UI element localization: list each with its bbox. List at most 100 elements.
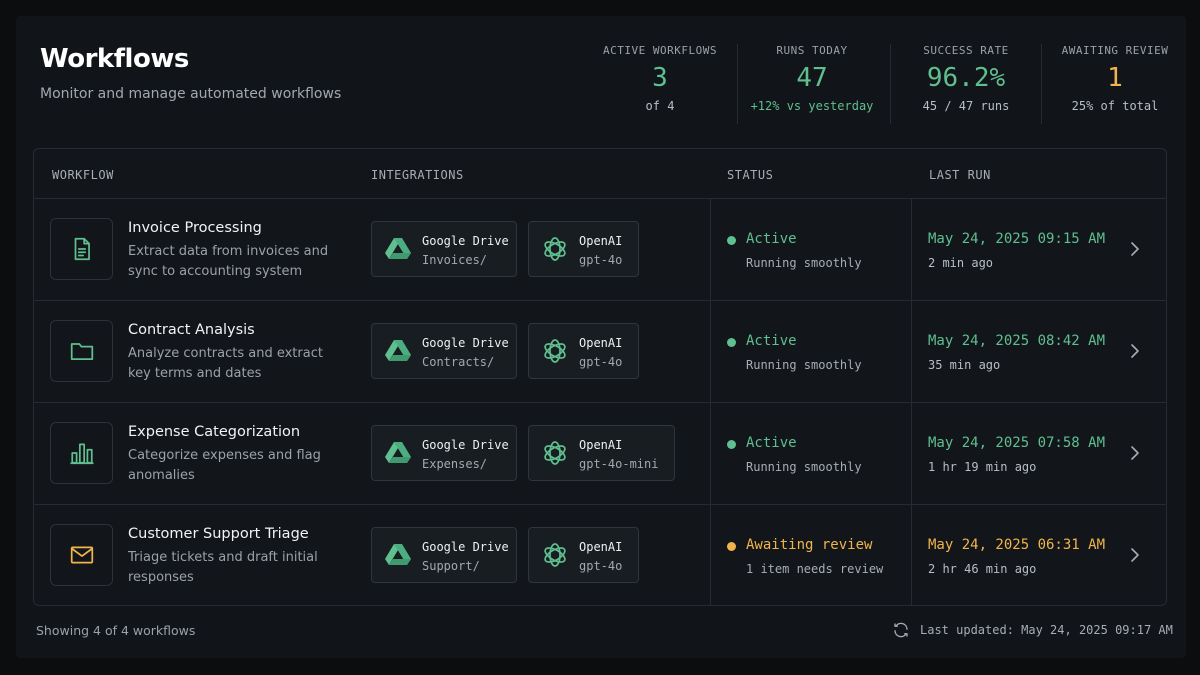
stat-active-workflows: ACTIVE WORKFLOWS 3 of 4	[600, 44, 720, 124]
stat-sub: 45 / 47 runs	[922, 99, 1010, 113]
bar-chart-icon	[69, 443, 94, 465]
google-drive-icon	[385, 442, 411, 463]
status-detail: 1 item needs review	[746, 562, 884, 576]
folder-icon	[70, 343, 93, 360]
last-run-ago: 1 hr 19 min ago	[928, 460, 1037, 474]
openai-icon	[544, 441, 566, 465]
workflow-icon-box	[50, 320, 113, 382]
integration-name: OpenAI	[579, 336, 623, 350]
last-run-time: May 24, 2025 07:58 AM	[928, 435, 1106, 451]
workflow-icon-box	[50, 422, 113, 484]
last-updated-text: Last updated: May 24, 2025 09:17 AM	[920, 623, 1173, 637]
google-drive-icon	[385, 340, 411, 361]
pagination-summary: Showing 4 of 4 workflows	[36, 623, 196, 638]
table-header: WORKFLOW INTEGRATIONS STATUS LAST RUN	[34, 149, 1166, 199]
integration-detail: gpt-4o-mini	[579, 457, 659, 471]
integration-name: Google Drive	[422, 336, 509, 350]
chevron-right-icon[interactable]	[1128, 341, 1142, 361]
last-run-ago: 2 min ago	[928, 256, 994, 270]
table-row[interactable]: Contract Analysis Analyze contracts and …	[34, 301, 1166, 403]
table-row[interactable]: Expense Categorization Categorize expens…	[34, 403, 1166, 505]
column-header-last-run: LAST RUN	[929, 168, 991, 182]
stat-sub: +12% vs yesterday	[750, 99, 874, 113]
openai-icon	[544, 237, 566, 261]
integration-chip-openai[interactable]: OpenAI gpt-4o	[528, 323, 639, 379]
stat-divider	[890, 44, 891, 124]
table-row[interactable]: Invoice Processing Extract data from inv…	[34, 199, 1166, 301]
document-icon	[74, 237, 90, 261]
stat-label: RUNS TODAY	[776, 44, 848, 57]
stat-success-rate: SUCCESS RATE 96.2% 45 / 47 runs	[896, 44, 1036, 124]
workflow-description: Categorize expenses and flag anomalies	[128, 448, 321, 483]
stat-value: 47	[796, 63, 828, 93]
integration-name: OpenAI	[579, 438, 623, 452]
integration-chip-google-drive[interactable]: Google Drive Invoices/	[371, 221, 517, 277]
last-run-ago: 35 min ago	[928, 358, 1001, 372]
workflow-name: Customer Support Triage	[128, 526, 309, 542]
status-dot	[727, 542, 736, 551]
integration-detail: Contracts/	[422, 355, 495, 369]
last-run-ago: 2 hr 46 min ago	[928, 562, 1037, 576]
stat-awaiting-review: AWAITING REVIEW 1 25% of total	[1053, 44, 1177, 124]
stat-value: 1	[1107, 63, 1123, 93]
column-header-integrations: INTEGRATIONS	[371, 168, 464, 182]
integration-chip-openai[interactable]: OpenAI gpt-4o	[528, 221, 639, 277]
integration-chip-openai[interactable]: OpenAI gpt-4o	[528, 527, 639, 583]
google-drive-icon	[385, 238, 411, 259]
chevron-right-icon[interactable]	[1128, 443, 1142, 463]
status-dot	[727, 236, 736, 245]
stat-runs-today: RUNS TODAY 47 +12% vs yesterday	[742, 44, 882, 124]
table-row[interactable]: Customer Support Triage Triage tickets a…	[34, 505, 1166, 605]
integration-name: Google Drive	[422, 540, 509, 554]
stat-value: 96.2%	[926, 63, 1006, 93]
workflow-name: Contract Analysis	[128, 322, 255, 338]
column-header-status: STATUS	[727, 168, 774, 182]
chevron-right-icon[interactable]	[1128, 545, 1142, 565]
refresh-icon[interactable]	[892, 621, 910, 639]
integration-name: OpenAI	[579, 540, 623, 554]
chevron-right-icon[interactable]	[1128, 239, 1142, 259]
stat-sub: 25% of total	[1071, 99, 1159, 113]
status-detail: Running smoothly	[746, 460, 862, 474]
last-run-time: May 24, 2025 09:15 AM	[928, 231, 1106, 247]
integration-name: OpenAI	[579, 234, 623, 248]
status-dot	[727, 440, 736, 449]
page-title: Workflows	[40, 44, 189, 74]
integration-detail: gpt-4o	[579, 355, 623, 369]
status-dot	[727, 338, 736, 347]
stat-label: AWAITING REVIEW	[1061, 44, 1169, 57]
mail-icon	[70, 546, 93, 564]
workflow-name: Invoice Processing	[128, 220, 262, 236]
integration-name: Google Drive	[422, 438, 509, 452]
stat-value: 3	[652, 63, 668, 93]
stat-sub: of 4	[645, 99, 675, 113]
integration-detail: Support/	[422, 559, 480, 573]
integration-detail: gpt-4o	[579, 253, 623, 267]
stat-divider	[1041, 44, 1042, 124]
google-drive-icon	[385, 544, 411, 565]
status-detail: Running smoothly	[746, 256, 862, 270]
last-updated: Last updated: May 24, 2025 09:17 AM	[892, 621, 1173, 639]
workflow-name: Expense Categorization	[128, 424, 301, 440]
integration-detail: gpt-4o	[579, 559, 623, 573]
last-run-time: May 24, 2025 06:31 AM	[928, 537, 1106, 553]
status-label: Active	[746, 231, 797, 247]
stat-label: SUCCESS RATE	[923, 44, 1009, 57]
workflow-icon-box	[50, 218, 113, 280]
integration-chip-google-drive[interactable]: Google Drive Support/	[371, 527, 517, 583]
status-label: Active	[746, 333, 797, 349]
openai-icon	[544, 543, 566, 567]
status-detail: Running smoothly	[746, 358, 862, 372]
status-label: Awaiting review	[746, 537, 873, 553]
workflow-icon-box	[50, 524, 113, 586]
workflow-description: Analyze contracts and extract key terms …	[128, 346, 323, 381]
page-subtitle: Monitor and manage automated workflows	[40, 86, 342, 102]
integration-chip-google-drive[interactable]: Google Drive Contracts/	[371, 323, 517, 379]
workflow-description: Triage tickets and draft initial respons…	[128, 550, 318, 585]
integration-name: Google Drive	[422, 234, 509, 248]
integration-chip-google-drive[interactable]: Google Drive Expenses/	[371, 425, 517, 481]
workflows-table: WORKFLOW INTEGRATIONS STATUS LAST RUN In…	[33, 148, 1167, 606]
integration-detail: Invoices/	[422, 253, 488, 267]
integration-chip-openai[interactable]: OpenAI gpt-4o-mini	[528, 425, 675, 481]
last-run-time: May 24, 2025 08:42 AM	[928, 333, 1106, 349]
